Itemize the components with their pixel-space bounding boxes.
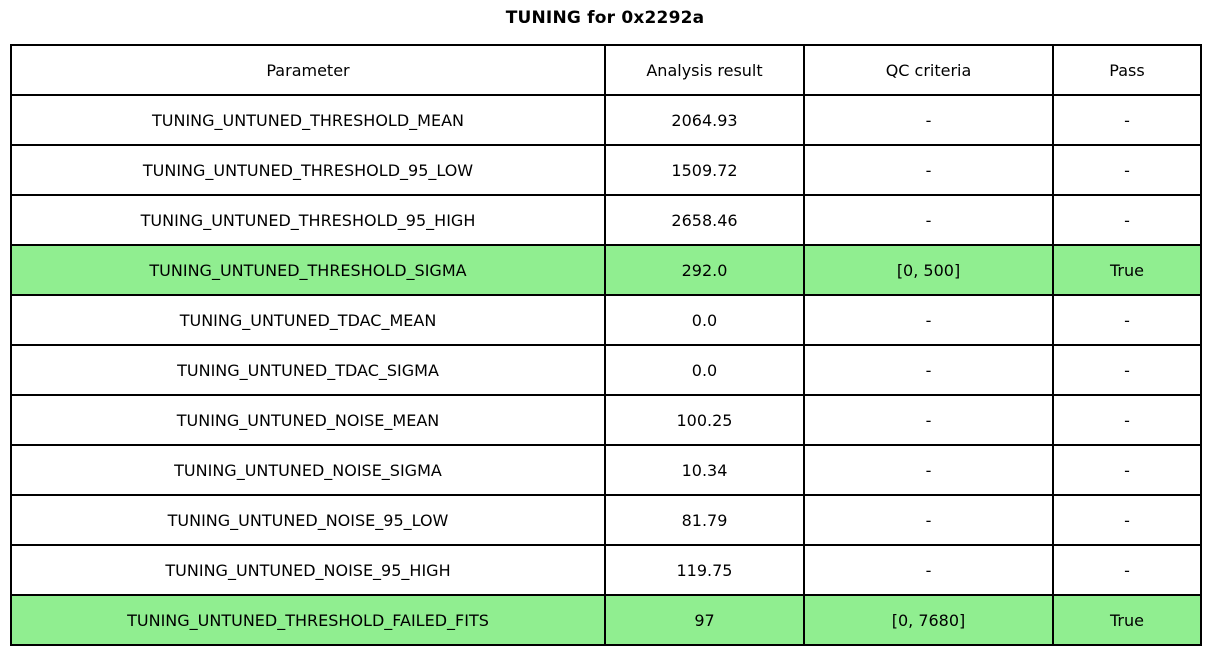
table-body: TUNING_UNTUNED_THRESHOLD_MEAN 2064.93 - … bbox=[10, 94, 1202, 646]
pass-cell: - bbox=[1052, 544, 1202, 596]
table-row: TUNING_UNTUNED_NOISE_95_LOW 81.79 - - bbox=[10, 494, 1202, 546]
pass-cell: - bbox=[1052, 294, 1202, 346]
parameter-cell: TUNING_UNTUNED_NOISE_SIGMA bbox=[10, 444, 606, 496]
qc-criteria-cell: [0, 7680] bbox=[803, 594, 1054, 646]
analysis-result-cell: 1509.72 bbox=[604, 144, 805, 196]
pass-cell: - bbox=[1052, 494, 1202, 546]
qc-criteria-cell: - bbox=[803, 194, 1054, 246]
parameter-cell: TUNING_UNTUNED_NOISE_95_LOW bbox=[10, 494, 606, 546]
analysis-result-cell: 2064.93 bbox=[604, 94, 805, 146]
parameter-cell: TUNING_UNTUNED_NOISE_MEAN bbox=[10, 394, 606, 446]
analysis-result-cell: 97 bbox=[604, 594, 805, 646]
table-row: TUNING_UNTUNED_TDAC_SIGMA 0.0 - - bbox=[10, 344, 1202, 396]
analysis-result-cell: 100.25 bbox=[604, 394, 805, 446]
analysis-result-cell: 119.75 bbox=[604, 544, 805, 596]
table-row: TUNING_UNTUNED_TDAC_MEAN 0.0 - - bbox=[10, 294, 1202, 346]
qc-criteria-cell: - bbox=[803, 144, 1054, 196]
analysis-result-cell: 0.0 bbox=[604, 294, 805, 346]
table-row: TUNING_UNTUNED_THRESHOLD_MEAN 2064.93 - … bbox=[10, 94, 1202, 146]
parameter-cell: TUNING_UNTUNED_THRESHOLD_95_HIGH bbox=[10, 194, 606, 246]
qc-criteria-cell: - bbox=[803, 294, 1054, 346]
table-row: TUNING_UNTUNED_THRESHOLD_SIGMA 292.0 [0,… bbox=[10, 244, 1202, 296]
analysis-result-cell: 2658.46 bbox=[604, 194, 805, 246]
pass-cell: - bbox=[1052, 144, 1202, 196]
table-row: TUNING_UNTUNED_NOISE_SIGMA 10.34 - - bbox=[10, 444, 1202, 496]
qc-criteria-cell: [0, 500] bbox=[803, 244, 1054, 296]
column-header-parameter: Parameter bbox=[10, 44, 606, 96]
column-header-pass: Pass bbox=[1052, 44, 1202, 96]
column-header-qc-criteria: QC criteria bbox=[803, 44, 1054, 96]
column-header-analysis-result: Analysis result bbox=[604, 44, 805, 96]
qc-criteria-cell: - bbox=[803, 544, 1054, 596]
qc-criteria-cell: - bbox=[803, 444, 1054, 496]
qc-criteria-cell: - bbox=[803, 494, 1054, 546]
table-header: Parameter Analysis result QC criteria Pa… bbox=[10, 44, 1202, 96]
qc-criteria-cell: - bbox=[803, 344, 1054, 396]
table-row: TUNING_UNTUNED_THRESHOLD_95_LOW 1509.72 … bbox=[10, 144, 1202, 196]
pass-cell: - bbox=[1052, 194, 1202, 246]
pass-cell: - bbox=[1052, 444, 1202, 496]
table-row: TUNING_UNTUNED_NOISE_MEAN 100.25 - - bbox=[10, 394, 1202, 446]
parameter-cell: TUNING_UNTUNED_THRESHOLD_FAILED_FITS bbox=[10, 594, 606, 646]
analysis-result-cell: 10.34 bbox=[604, 444, 805, 496]
pass-cell: - bbox=[1052, 344, 1202, 396]
parameter-cell: TUNING_UNTUNED_THRESHOLD_MEAN bbox=[10, 94, 606, 146]
page-title: TUNING for 0x2292a bbox=[505, 8, 705, 28]
table-row: TUNING_UNTUNED_THRESHOLD_FAILED_FITS 97 … bbox=[10, 594, 1202, 646]
parameter-cell: TUNING_UNTUNED_TDAC_MEAN bbox=[10, 294, 606, 346]
qc-results-table: Parameter Analysis result QC criteria Pa… bbox=[10, 44, 1202, 646]
table-header-row: Parameter Analysis result QC criteria Pa… bbox=[10, 44, 1202, 96]
analysis-result-cell: 292.0 bbox=[604, 244, 805, 296]
analysis-result-cell: 0.0 bbox=[604, 344, 805, 396]
qc-criteria-cell: - bbox=[803, 94, 1054, 146]
qc-criteria-cell: - bbox=[803, 394, 1054, 446]
pass-cell: - bbox=[1052, 394, 1202, 446]
parameter-cell: TUNING_UNTUNED_NOISE_95_HIGH bbox=[10, 544, 606, 596]
analysis-result-cell: 81.79 bbox=[604, 494, 805, 546]
parameter-cell: TUNING_UNTUNED_TDAC_SIGMA bbox=[10, 344, 606, 396]
pass-cell: - bbox=[1052, 94, 1202, 146]
parameter-cell: TUNING_UNTUNED_THRESHOLD_SIGMA bbox=[10, 244, 606, 296]
table-row: TUNING_UNTUNED_THRESHOLD_95_HIGH 2658.46… bbox=[10, 194, 1202, 246]
pass-cell: True bbox=[1052, 244, 1202, 296]
parameter-cell: TUNING_UNTUNED_THRESHOLD_95_LOW bbox=[10, 144, 606, 196]
table-row: TUNING_UNTUNED_NOISE_95_HIGH 119.75 - - bbox=[10, 544, 1202, 596]
pass-cell: True bbox=[1052, 594, 1202, 646]
